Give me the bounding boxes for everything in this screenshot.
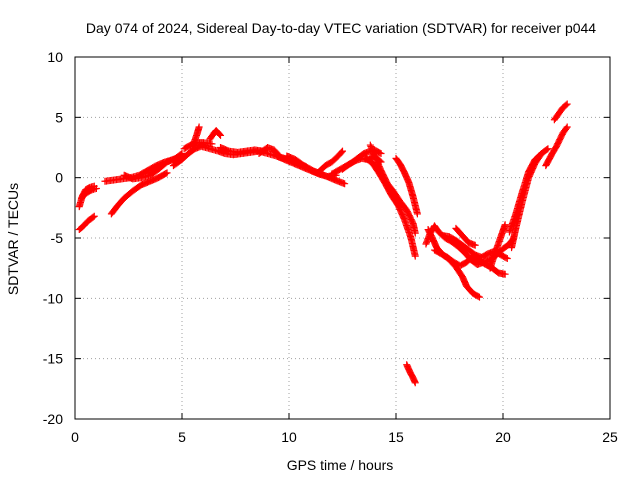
x-axis-label: GPS time / hours xyxy=(287,457,394,473)
data-point xyxy=(208,140,216,148)
y-tick-label: -5 xyxy=(51,230,64,246)
y-axis-label: SDTVAR / TECUs xyxy=(5,183,21,295)
data-point xyxy=(536,151,544,159)
data-point xyxy=(338,148,346,156)
data-point xyxy=(474,292,482,300)
data-point xyxy=(562,101,570,109)
x-tick-label: 0 xyxy=(71,429,79,445)
data-point xyxy=(413,210,421,218)
data-point xyxy=(563,123,571,131)
data-point xyxy=(92,185,100,193)
data-point xyxy=(195,123,203,131)
x-tick-label: 10 xyxy=(281,429,297,445)
data-point xyxy=(562,124,570,132)
data-point xyxy=(501,221,509,229)
data-point xyxy=(377,150,385,158)
data-point xyxy=(163,169,171,177)
data-point xyxy=(339,147,346,155)
data-point xyxy=(475,293,483,301)
data-point xyxy=(471,241,479,249)
data-point xyxy=(177,150,185,158)
data-point xyxy=(411,229,419,237)
y-tick-label: -15 xyxy=(43,351,63,367)
data-point xyxy=(501,270,509,278)
data-point xyxy=(411,379,419,387)
data-point xyxy=(162,170,170,178)
x-tick-label: 5 xyxy=(178,429,186,445)
data-point xyxy=(544,145,552,153)
plot-frame xyxy=(74,56,611,420)
data-point xyxy=(216,130,224,138)
chart-title: Day 074 of 2024, Sidereal Day-to-day VTE… xyxy=(86,20,596,36)
y-tick-label: 0 xyxy=(55,170,63,186)
y-tick-label: 10 xyxy=(47,49,63,65)
y-tick-label: 5 xyxy=(55,109,63,125)
x-tick-label: 15 xyxy=(388,429,404,445)
data-point xyxy=(503,255,511,263)
data-point xyxy=(341,180,349,188)
x-tick-label: 20 xyxy=(495,429,511,445)
x-tick-label: 25 xyxy=(602,429,618,445)
data-point xyxy=(178,150,186,158)
data-point xyxy=(89,213,97,221)
x-tick-labels: 0 5 10 15 20 25 xyxy=(71,429,618,445)
y-tick-label: -20 xyxy=(43,411,63,427)
data-point xyxy=(543,146,551,154)
data-point xyxy=(217,131,225,139)
data-point xyxy=(563,100,571,108)
data-point xyxy=(376,149,384,157)
data-point xyxy=(538,150,546,158)
data-point xyxy=(502,254,510,262)
y-tick-label: -10 xyxy=(43,290,63,306)
data-points xyxy=(75,100,571,387)
data-point xyxy=(411,252,419,260)
y-tick-labels: -20 -15 -10 -5 0 5 10 xyxy=(43,49,63,427)
data-point xyxy=(90,212,98,220)
